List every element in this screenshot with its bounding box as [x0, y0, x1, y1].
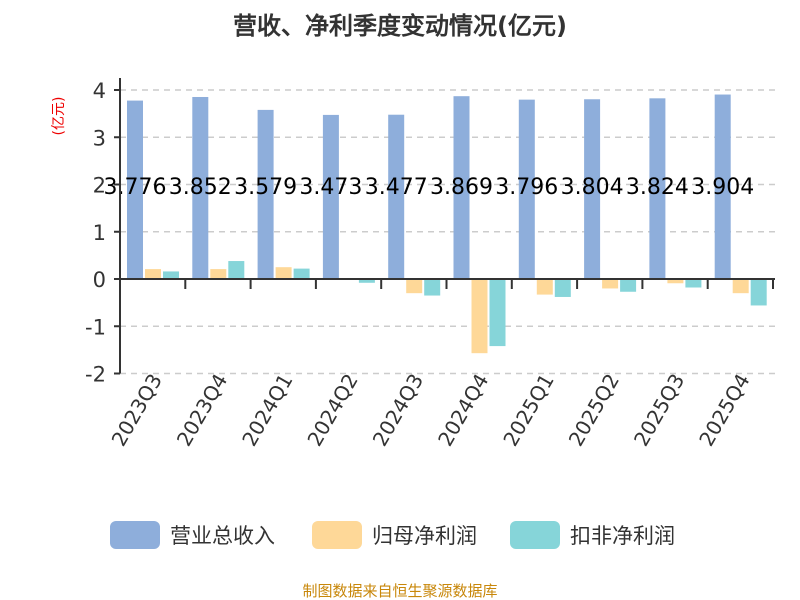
bar-net-profit	[536, 279, 553, 295]
y-tick-label: 3	[93, 126, 106, 150]
bar-net-profit	[667, 279, 684, 284]
x-tick-label: 2023Q3	[107, 370, 167, 451]
x-tick-label: 2025Q2	[564, 370, 624, 451]
legend-swatch	[312, 521, 362, 549]
x-tick-label: 2024Q1	[237, 370, 297, 451]
bar-revenue	[257, 109, 274, 280]
bar-deducted-net-profit	[685, 279, 702, 288]
x-tick-label: 2024Q2	[302, 370, 362, 451]
data-label: 3.776	[104, 175, 167, 200]
bar-net-profit	[732, 279, 749, 294]
bar-revenue	[192, 96, 209, 279]
x-tick-label: 2024Q3	[368, 370, 428, 451]
bar-deducted-net-profit	[554, 279, 571, 297]
data-label: 3.579	[234, 175, 297, 200]
legend-label: 扣非净利润	[570, 524, 675, 548]
x-tick-label: 2025Q4	[694, 370, 754, 451]
y-tick-label: 2	[93, 174, 106, 198]
data-label: 3.804	[561, 175, 624, 200]
bar-revenue	[584, 99, 601, 279]
bar-revenue	[322, 114, 339, 279]
bar-deducted-net-profit	[293, 268, 310, 279]
x-tick-label: 2023Q4	[172, 370, 232, 451]
data-label: 3.869	[430, 175, 493, 200]
bar-net-profit	[210, 269, 227, 279]
data-label: 3.477	[365, 175, 428, 200]
bar-net-profit	[406, 279, 423, 294]
bar-net-profit	[145, 269, 161, 279]
y-tick-label: -2	[85, 363, 106, 387]
bar-net-profit	[471, 279, 488, 354]
bar-deducted-net-profit	[620, 279, 637, 292]
bar-deducted-net-profit	[489, 279, 506, 347]
bar-deducted-net-profit	[163, 271, 179, 279]
bar-deducted-net-profit	[424, 279, 441, 296]
x-tick-label: 2024Q4	[433, 370, 493, 451]
bar-deducted-net-profit	[750, 279, 767, 306]
data-label: 3.852	[169, 175, 232, 200]
data-label: 3.824	[626, 175, 689, 200]
x-tick-label: 2025Q1	[498, 370, 558, 451]
bar-revenue	[453, 96, 470, 279]
data-label: 3.904	[691, 175, 754, 200]
bar-net-profit	[602, 279, 619, 289]
y-tick-label: 4	[93, 79, 106, 103]
bar-deducted-net-profit	[358, 279, 375, 283]
bar-revenue	[388, 114, 405, 279]
bar-net-profit	[275, 267, 292, 279]
bar-revenue	[714, 94, 731, 279]
y-tick-label: -1	[85, 315, 106, 339]
legend-swatch	[510, 521, 560, 549]
bar-deducted-net-profit	[228, 261, 245, 279]
chart-title: 营收、净利季度变动情况(亿元)	[233, 12, 567, 40]
y-tick-label: 1	[93, 221, 106, 245]
legend-label: 归母净利润	[372, 524, 477, 548]
data-label: 3.473	[299, 175, 362, 200]
y-axis-label: (亿元)	[51, 97, 67, 136]
y-tick-label: 0	[93, 268, 106, 292]
x-tick-label: 2025Q3	[629, 370, 689, 451]
source-note: 制图数据来自恒生聚源数据库	[302, 582, 497, 600]
data-label: 3.796	[495, 175, 558, 200]
bar-revenue	[518, 99, 535, 279]
bar-revenue	[649, 98, 666, 279]
legend-label: 营业总收入	[170, 524, 275, 548]
bar-revenue	[127, 100, 143, 279]
legend-swatch	[110, 521, 160, 549]
